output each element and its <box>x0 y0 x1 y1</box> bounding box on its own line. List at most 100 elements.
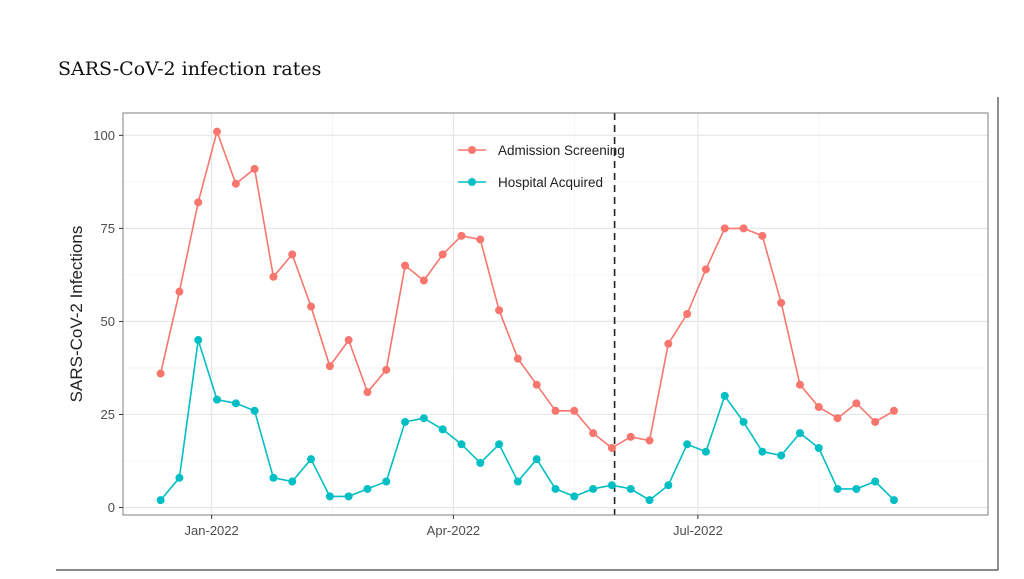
series-line-0 <box>159 130 895 449</box>
data-point <box>344 336 353 345</box>
data-point <box>457 440 466 449</box>
series-layer <box>156 127 898 505</box>
data-point <box>513 354 522 363</box>
data-point <box>476 235 485 244</box>
data-point <box>175 473 184 482</box>
data-point <box>645 436 654 445</box>
data-point <box>777 298 786 307</box>
data-point <box>344 492 353 501</box>
y-tick-label: 50 <box>101 314 115 329</box>
data-point <box>194 336 203 345</box>
data-point <box>852 484 861 493</box>
data-point <box>194 198 203 207</box>
data-point <box>532 455 541 464</box>
data-point <box>532 380 541 389</box>
legend: Admission Screening Hospital Acquired <box>458 143 625 190</box>
y-axis: 0 25 50 75 100 <box>93 128 123 515</box>
data-point <box>495 440 504 449</box>
page-title: SARS-CoV-2 infection rates <box>58 58 322 80</box>
data-point <box>476 458 485 467</box>
data-point <box>814 403 823 412</box>
data-point <box>852 399 861 408</box>
legend-key-point <box>468 146 476 154</box>
x-axis: Jan-2022 Apr-2022 Jul-2022 <box>185 515 723 538</box>
y-tick-label: 25 <box>101 407 115 422</box>
data-point <box>401 417 410 426</box>
data-point <box>231 179 240 188</box>
data-point <box>419 414 428 423</box>
data-point <box>871 417 880 426</box>
data-point <box>701 265 710 274</box>
data-point <box>250 164 259 173</box>
data-point <box>513 477 522 486</box>
data-point <box>175 287 184 296</box>
data-point <box>889 406 898 415</box>
data-point <box>288 250 297 259</box>
x-tick-label: Jul-2022 <box>673 523 723 538</box>
legend-key-point <box>468 178 476 186</box>
data-point <box>382 365 391 374</box>
data-point <box>307 455 316 464</box>
data-point <box>288 477 297 486</box>
data-point <box>626 484 635 493</box>
data-point <box>250 406 259 415</box>
data-point <box>833 414 842 423</box>
data-point <box>795 429 804 438</box>
data-point <box>720 224 729 233</box>
data-point <box>607 481 616 490</box>
data-point <box>795 380 804 389</box>
data-point <box>645 496 654 505</box>
data-point <box>664 481 673 490</box>
data-point <box>739 224 748 233</box>
data-point <box>871 477 880 486</box>
data-point <box>269 272 278 281</box>
data-point <box>570 492 579 501</box>
data-point <box>758 231 767 240</box>
y-tick-label: 100 <box>93 128 115 143</box>
data-point <box>231 399 240 408</box>
x-tick-label: Apr-2022 <box>427 523 480 538</box>
data-point <box>739 417 748 426</box>
data-point <box>720 391 729 400</box>
data-point <box>589 484 598 493</box>
grid-major <box>123 113 988 515</box>
data-point <box>495 306 504 315</box>
data-point <box>419 276 428 285</box>
data-point <box>269 473 278 482</box>
x-tick-label: Jan-2022 <box>185 523 239 538</box>
data-point <box>758 447 767 456</box>
data-point <box>701 447 710 456</box>
data-point <box>307 302 316 311</box>
data-point <box>683 440 692 449</box>
data-point <box>438 425 447 434</box>
data-point <box>363 484 372 493</box>
data-point <box>777 451 786 460</box>
data-point <box>213 395 222 404</box>
data-point <box>551 406 560 415</box>
data-point <box>363 388 372 397</box>
data-point <box>570 406 579 415</box>
data-point <box>589 429 598 438</box>
data-point <box>683 310 692 318</box>
data-point <box>325 362 334 371</box>
data-point <box>457 231 466 240</box>
data-point <box>213 127 222 136</box>
data-point <box>664 339 673 348</box>
y-axis-title: SARS-CoV-2 Infections <box>67 226 86 403</box>
data-point <box>401 261 410 270</box>
data-point <box>382 477 391 486</box>
y-tick-label: 75 <box>101 221 115 236</box>
panel-border <box>122 112 989 516</box>
data-point <box>889 496 898 505</box>
data-point <box>626 432 635 441</box>
data-point <box>607 444 616 452</box>
data-point <box>156 496 165 505</box>
y-tick-label: 0 <box>108 500 115 515</box>
data-point <box>438 250 447 259</box>
legend-label: Admission Screening <box>498 143 625 158</box>
data-point <box>833 484 842 493</box>
series-line-1 <box>159 339 895 501</box>
data-point <box>156 369 165 378</box>
grid-minor <box>123 113 988 515</box>
